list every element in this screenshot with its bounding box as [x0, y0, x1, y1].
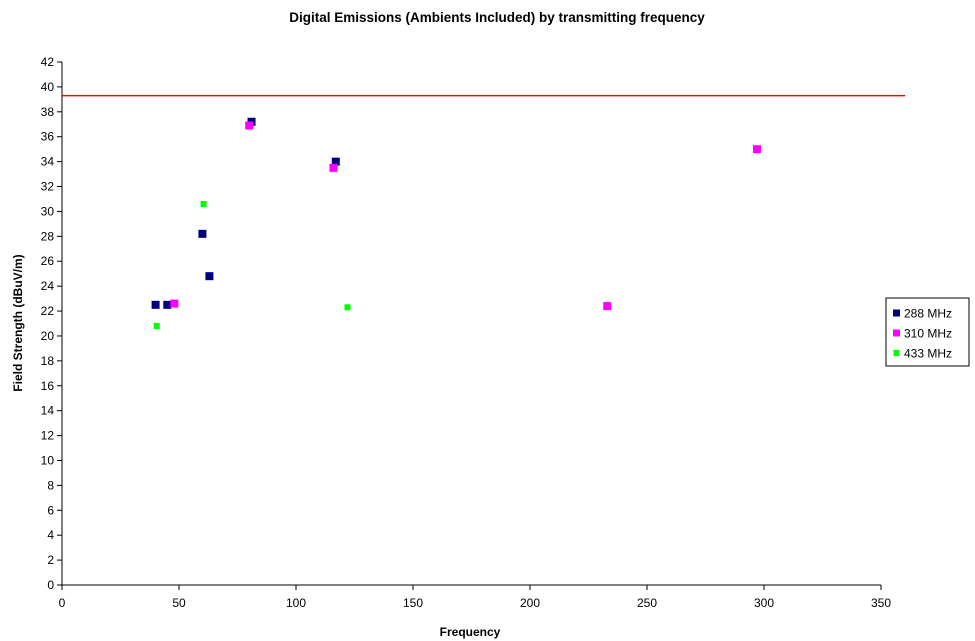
- x-tick-label: 50: [172, 596, 186, 610]
- y-tick-label: 4: [47, 528, 54, 542]
- y-tick-label: 42: [41, 55, 55, 69]
- legend: 288 MHz 310 MHz 433 MHz: [885, 297, 970, 367]
- y-tick-label: 26: [41, 254, 55, 268]
- y-tick-label: 22: [41, 304, 55, 318]
- x-tick-label: 350: [871, 596, 891, 610]
- y-tick-label: 36: [41, 130, 55, 144]
- y-tick-label: 10: [41, 453, 55, 467]
- y-tick-label: 34: [41, 155, 55, 169]
- y-tick-label: 14: [41, 404, 55, 418]
- x-tick-label: 150: [403, 596, 423, 610]
- data-point-series-2: [603, 302, 612, 311]
- data-point-series-1: [331, 157, 340, 166]
- y-tick-label: 38: [41, 105, 55, 119]
- y-tick-label: 8: [47, 478, 54, 492]
- y-tick-label: 30: [41, 204, 55, 218]
- data-point-series-1: [205, 272, 214, 281]
- x-tick-label: 200: [520, 596, 540, 610]
- data-point-series-3: [344, 304, 351, 311]
- y-tick-label: 0: [47, 578, 54, 592]
- legend-marker-2: [893, 329, 900, 337]
- plot-area: 0246810121416182022242628303234363840420…: [41, 55, 905, 610]
- data-point-series-2: [752, 145, 761, 154]
- y-tick-label: 24: [41, 279, 55, 293]
- y-tick-label: 6: [47, 503, 54, 517]
- y-tick-label: 20: [41, 329, 55, 343]
- y-tick-label: 18: [41, 354, 55, 368]
- data-point-series-3: [200, 200, 207, 207]
- data-point-series-2: [245, 121, 254, 130]
- y-axis-title: Field Strength (dBuV/m): [11, 254, 25, 391]
- y-tick-label: 16: [41, 379, 55, 393]
- y-tick-label: 12: [41, 429, 55, 443]
- x-tick-label: 250: [637, 596, 657, 610]
- y-tick-label: 40: [41, 80, 55, 94]
- y-tick-label: 32: [41, 180, 55, 194]
- legend-box: [885, 297, 970, 367]
- data-point-series-2: [329, 163, 338, 172]
- chart-title: Digital Emissions (Ambients Included) by…: [289, 10, 705, 25]
- y-tick-label: 2: [47, 553, 54, 567]
- data-point-series-1: [151, 300, 160, 309]
- x-tick-label: 0: [59, 596, 66, 610]
- legend-label-3: 433 MHz: [904, 347, 952, 361]
- data-point-series-3: [153, 322, 160, 329]
- x-tick-label: 100: [286, 596, 306, 610]
- x-axis-title: Frequency: [440, 625, 501, 639]
- data-point-series-1: [163, 300, 172, 309]
- y-tick-label: 28: [41, 229, 55, 243]
- legend-label-2: 310 MHz: [904, 327, 952, 341]
- legend-marker-1: [893, 309, 900, 317]
- data-point-series-2: [170, 299, 179, 308]
- data-point-series-1: [198, 229, 207, 238]
- legend-marker-3: [893, 350, 900, 356]
- x-tick-label: 300: [754, 596, 774, 610]
- legend-label-1: 288 MHz: [904, 307, 952, 321]
